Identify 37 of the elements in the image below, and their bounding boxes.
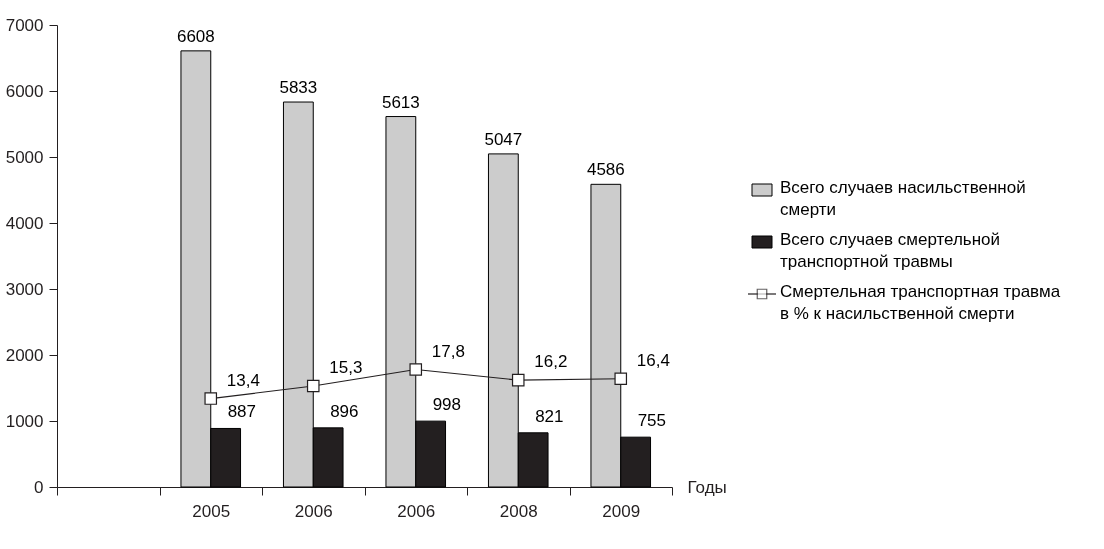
x-tick-label: 2009 — [602, 501, 641, 521]
data-label: 5833 — [279, 78, 318, 98]
y-tick-label: 0 — [34, 477, 44, 497]
data-label: 998 — [432, 395, 462, 415]
data-label: 15,3 — [329, 358, 363, 378]
data-label: 755 — [637, 411, 667, 431]
legend-label: Всего случаев смертельной транспортной травмы — [780, 230, 1001, 271]
x-tick-label: 2005 — [192, 501, 231, 521]
point — [306, 379, 320, 393]
y-tick-label: 4000 — [5, 213, 44, 233]
data-label: 821 — [535, 406, 564, 426]
data-label: 5047 — [484, 129, 523, 149]
data-label: 13,4 — [226, 370, 260, 390]
point — [511, 373, 525, 387]
data-label: 5613 — [381, 92, 420, 112]
x-tick-label: 2006 — [294, 501, 333, 521]
point — [409, 363, 423, 376]
data-label: 16,2 — [534, 352, 568, 372]
y-tick-label: 3000 — [5, 279, 44, 299]
data-label: 6608 — [176, 26, 215, 46]
point — [614, 372, 628, 386]
y-tick-label: 1000 — [5, 411, 44, 431]
point — [204, 392, 218, 405]
x-tick-label: 2006 — [397, 501, 436, 521]
y-tick-label: 7000 — [5, 15, 44, 35]
x-tick-label: 2008 — [499, 501, 538, 521]
data-label: 887 — [227, 402, 257, 422]
legend-label: Смертельная транспортная травма в % к насильственной смерти — [780, 282, 1061, 323]
data-label: 17,8 — [431, 341, 465, 361]
y-tick-label: 6000 — [5, 81, 44, 101]
legend-label: Всего случаев насильственной смерти — [780, 178, 1026, 219]
y-tick-label: 2000 — [5, 345, 44, 365]
data-label: 4586 — [586, 160, 625, 180]
data-label: 896 — [330, 401, 359, 421]
y-tick-label: 5000 — [5, 147, 44, 167]
data-label: 16,4 — [636, 350, 670, 370]
x-axis-title: Годы — [687, 477, 727, 497]
